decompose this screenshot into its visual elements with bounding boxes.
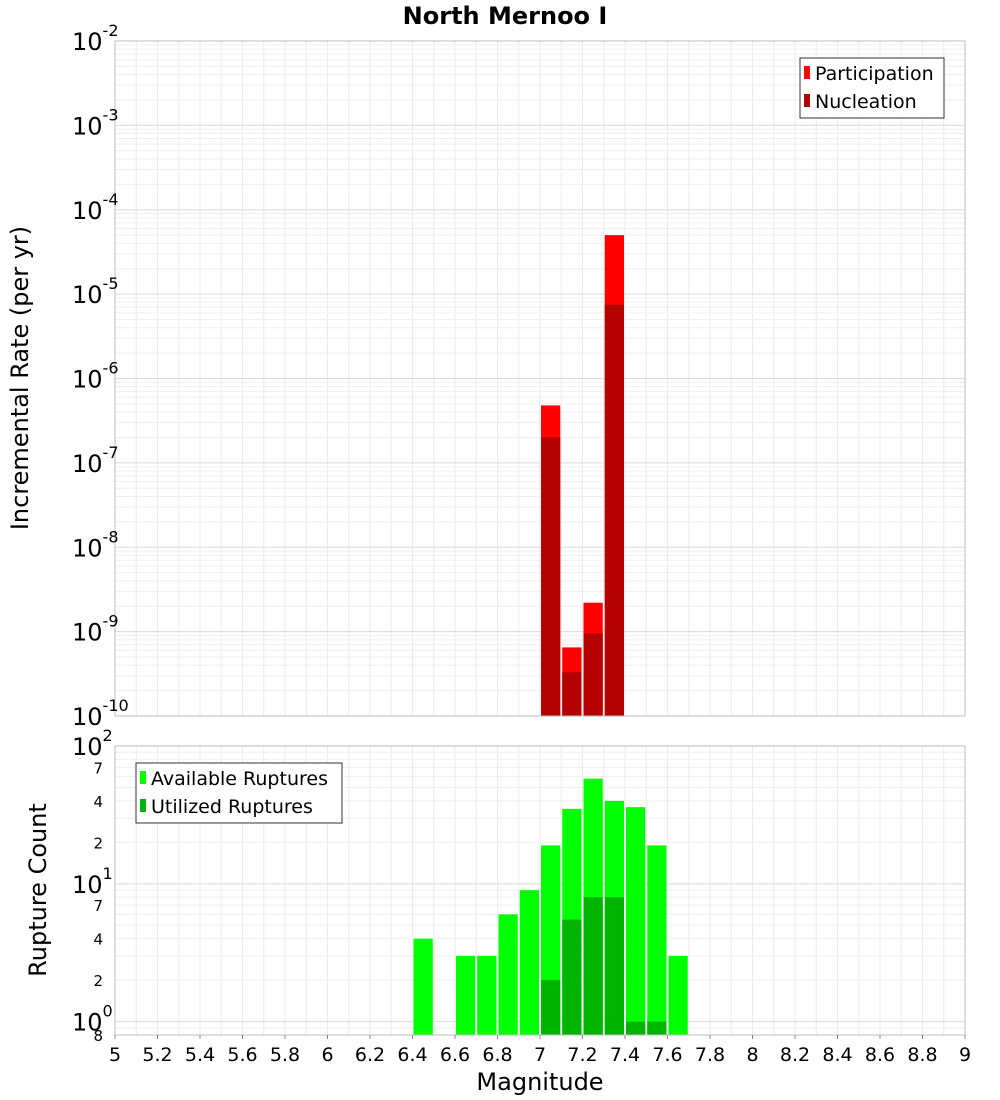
x-tick-label: 5 [109, 1044, 121, 1066]
legend: Participation Nucleation [799, 57, 945, 119]
y-tick-label: 10-8 [72, 527, 119, 562]
bar-available-ruptures [477, 955, 497, 1035]
y-tick-label: 10-9 [72, 612, 119, 647]
legend-box [135, 762, 343, 824]
y-tick-label: 102 [72, 726, 113, 761]
legend-label: Available Ruptures [151, 768, 328, 790]
x-tick-label: 8.4 [822, 1044, 852, 1066]
x-tick-label: 7 [534, 1044, 546, 1066]
y-minor-tick-label: 2 [93, 972, 103, 990]
legend-swatch [804, 66, 810, 79]
panel-rate: 10-2 10-3 10-4 10-5 10-6 10-7 10-8 10-9 10-10 Par… [72, 21, 966, 731]
y-minor-tick-label: 7 [93, 759, 103, 777]
bar-available-ruptures [647, 845, 667, 1035]
y-tick-label: 100 [72, 1002, 113, 1037]
legend-swatch [140, 771, 146, 784]
bar-utilized-ruptures [562, 919, 582, 1035]
y-tick-label: 10-7 [72, 443, 119, 478]
bar-available-ruptures [498, 914, 518, 1035]
bar-nucleation [583, 633, 603, 716]
bar-available-ruptures [626, 807, 646, 1035]
y-tick-label: 10-3 [72, 105, 119, 140]
bar-nucleation [562, 672, 582, 716]
legend-label: Utilized Ruptures [151, 796, 313, 818]
y-minor-tick-label: 2 [93, 834, 103, 852]
x-tick-label: 7.8 [695, 1044, 725, 1066]
bar-nucleation [541, 437, 561, 716]
y-minor-tick-label: 4 [93, 793, 103, 811]
y-minor-tick-label: 8 [93, 1027, 103, 1045]
x-axis-label: Magnitude [476, 1068, 603, 1096]
x-tick-label: 5.8 [270, 1044, 300, 1066]
x-tick-label: 6 [321, 1044, 333, 1066]
y-tick-label: 10-10 [72, 696, 129, 731]
y-minor-tick-label: 4 [93, 931, 103, 949]
legend-label: Nucleation [815, 91, 917, 113]
y-tick-label: 10-4 [72, 190, 119, 225]
x-tick-label: 8.8 [907, 1044, 937, 1066]
bar-available-ruptures [413, 938, 433, 1035]
legend-swatch [140, 799, 146, 812]
bar-available-ruptures [456, 955, 476, 1035]
x-tick-label: 6.8 [482, 1044, 512, 1066]
top-y-axis-label: Incremental Rate (per yr) [6, 226, 34, 530]
x-tick-label: 6.2 [355, 1044, 385, 1066]
bar-utilized-ruptures [647, 1021, 667, 1035]
bar-nucleation [604, 304, 624, 716]
bar-available-ruptures [519, 890, 539, 1035]
x-tick-label: 5.6 [227, 1044, 257, 1066]
bar-available-ruptures [668, 955, 688, 1035]
chart-title: North Mernoo I [403, 2, 608, 30]
legend-box [799, 57, 945, 119]
y-tick-label: 10-6 [72, 359, 119, 394]
x-tick-label: 7.2 [567, 1044, 597, 1066]
x-tick-label: 7.4 [610, 1044, 640, 1066]
bar-utilized-ruptures [604, 897, 624, 1035]
legend: Available Ruptures Utilized Ruptures [135, 762, 343, 824]
x-tick-label: 8 [746, 1044, 758, 1066]
x-tick-label: 6.4 [397, 1044, 427, 1066]
bar-utilized-ruptures [541, 980, 561, 1035]
plot-frame [114, 40, 966, 717]
bottom-y-axis-label: Rupture Count [24, 803, 52, 977]
x-tick-label: 5.4 [185, 1044, 215, 1066]
legend-label: Participation [815, 63, 934, 85]
bar-utilized-ruptures [583, 897, 603, 1035]
legend-swatch [804, 94, 810, 107]
y-minor-tick-label: 7 [93, 897, 103, 915]
y-tick-label: 10-2 [72, 21, 119, 56]
y-tick-label: 10-5 [72, 274, 119, 309]
x-tick-label: 6.6 [440, 1044, 470, 1066]
x-tick-label: 7.6 [652, 1044, 682, 1066]
x-tick-label: 5.2 [142, 1044, 172, 1066]
x-tick-label: 8.6 [865, 1044, 895, 1066]
y-tick-label: 101 [72, 864, 113, 899]
x-tick-label: 9 [959, 1044, 971, 1066]
x-tick-label: 8.2 [780, 1044, 810, 1066]
bar-utilized-ruptures [626, 1021, 646, 1035]
